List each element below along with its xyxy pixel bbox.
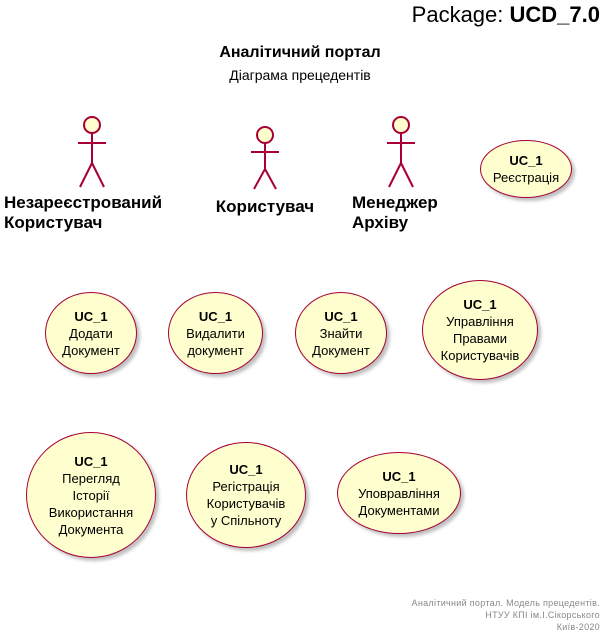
usecase-id: UC_1 xyxy=(74,308,108,324)
usecase-id: UC_1 xyxy=(382,468,416,484)
usecase-id: UC_1 xyxy=(229,462,263,477)
actor-name: Незареєстрований Користувач xyxy=(4,193,163,232)
usecase-name: Видалити документ xyxy=(186,325,245,358)
usecase-add-document[interactable]: UC_1 Додати Документ xyxy=(45,292,137,374)
usecase-delete-document[interactable]: UC_1 Видалити документ xyxy=(168,292,263,374)
usecase-name: Реєстрація xyxy=(492,170,560,185)
actor-name: Користувач xyxy=(215,197,315,216)
actor-archive-manager[interactable]: Менеджер Архіву xyxy=(352,115,472,233)
usecase-registration[interactable]: UC_1 Реєстрація xyxy=(480,140,572,198)
usecase-name: Перегляд Історії Використання Документа xyxy=(48,470,134,537)
actor-stick-figure-icon xyxy=(251,126,279,190)
footer-line: НТУУ КПІ ім.І.Сікорського xyxy=(485,610,600,620)
usecase-find-document[interactable]: UC_1 Знайти Документ xyxy=(295,292,387,374)
usecase-id: UC_1 xyxy=(463,297,497,312)
usecase-id: UC_1 xyxy=(509,153,543,168)
usecase-manage-documents[interactable]: UC_1 Уповравління Документами xyxy=(337,452,461,534)
actor-unregistered-user[interactable]: Незареєстрований Користувач xyxy=(4,115,184,233)
actor-stick-figure-icon xyxy=(387,116,415,188)
package-header: Package: UCD_7.0 xyxy=(412,2,600,28)
usecase-view-document-history[interactable]: UC_1 Перегляд Історії Використання Докум… xyxy=(26,432,156,558)
diagram-subtitle: Діаграма прецедентів xyxy=(229,67,371,83)
usecase-id: UC_1 xyxy=(324,308,358,324)
usecase-register-users-community[interactable]: UC_1 Регістрація Користувачів у Спільнот… xyxy=(186,442,306,548)
footer-line: Київ-2020 xyxy=(556,622,600,632)
usecase-id: UC_1 xyxy=(198,308,233,324)
usecase-name: Управління Правами Користувачів xyxy=(440,314,520,363)
usecase-manage-user-rights[interactable]: UC_1 Управління Правами Користувачів xyxy=(422,280,538,380)
footer-line: Аналітичний портал. Модель прецедентів. xyxy=(411,598,600,608)
actor-user[interactable]: Користувач xyxy=(210,125,320,217)
usecase-name: Регістрація Користувачів у Спільноту xyxy=(206,479,286,528)
package-name: UCD_7.0 xyxy=(509,2,600,27)
package-prefix: Package: xyxy=(411,2,504,27)
actor-name: Менеджер Архіву xyxy=(352,193,438,232)
usecase-name: Додати Документ xyxy=(62,325,120,358)
usecase-name: Знайти Документ xyxy=(312,325,370,358)
diagram-title: Аналітичний портал xyxy=(219,44,381,61)
usecase-name: Уповравління Документами xyxy=(358,485,440,518)
usecase-id: UC_1 xyxy=(74,453,108,469)
footer-caption: Аналітичний портал. Модель прецедентів. … xyxy=(412,597,600,633)
actor-stick-figure-icon xyxy=(78,116,106,188)
